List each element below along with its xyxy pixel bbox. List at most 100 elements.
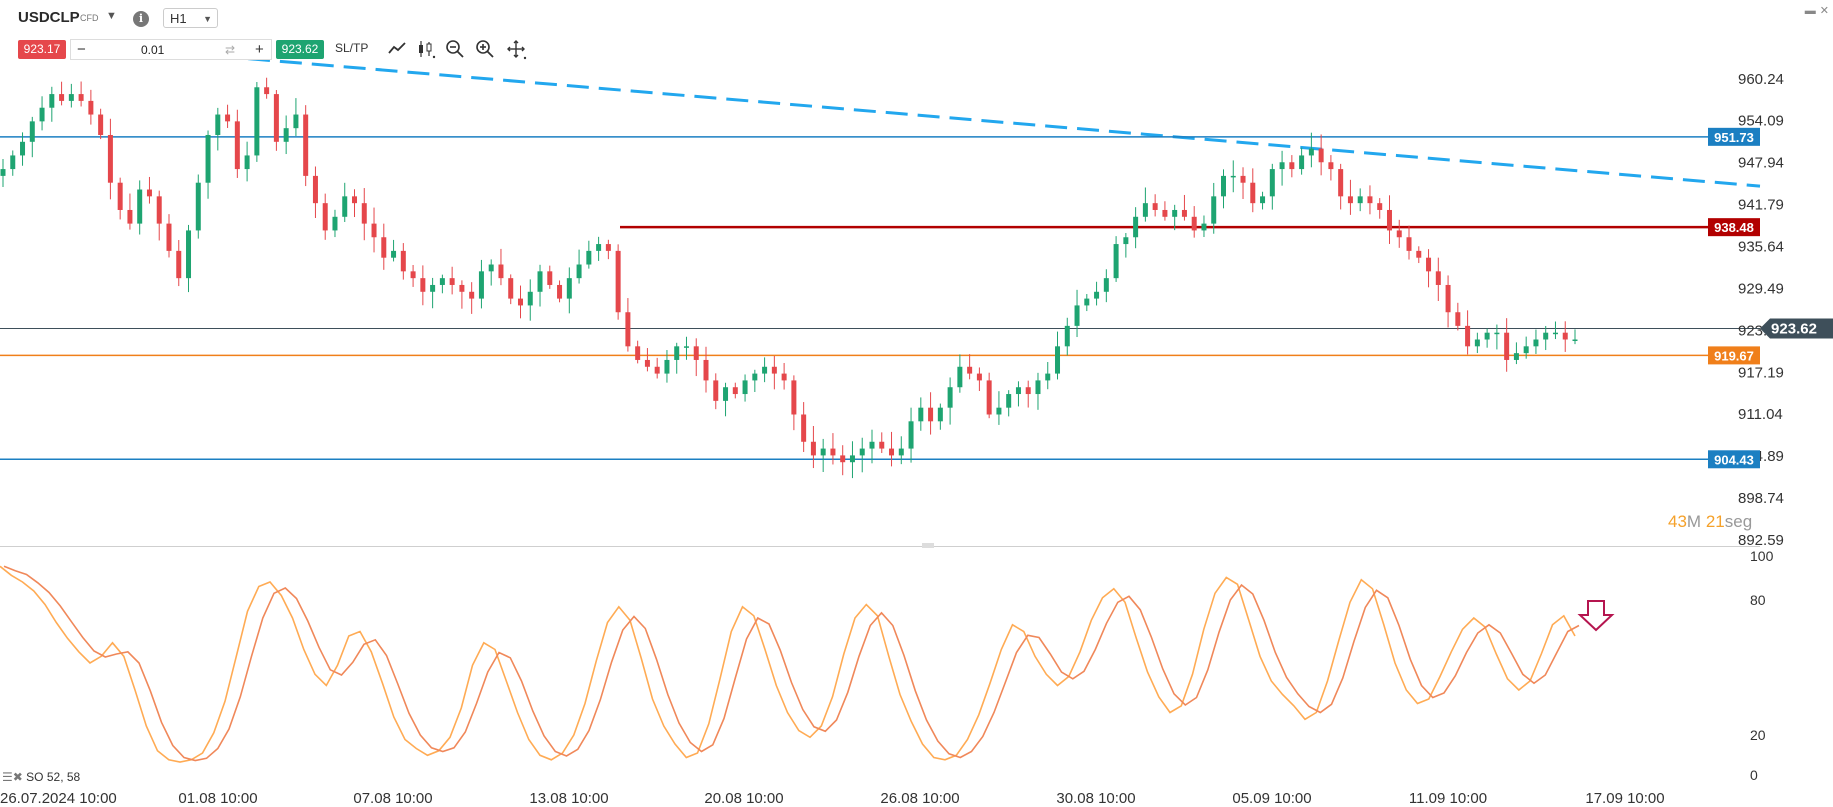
swap-icon[interactable]: ⇄ — [225, 43, 236, 57]
oscillator-level-label: 0 — [1750, 767, 1758, 783]
candle — [303, 105, 309, 187]
trendline-dashed[interactable] — [247, 57, 1761, 188]
y-tick-label: 941.79 — [1738, 197, 1784, 214]
zoom-out-icon[interactable] — [444, 38, 466, 60]
x-tick-label: 20.08 10:00 — [704, 790, 783, 807]
candle — [889, 431, 895, 467]
y-tick-label: 898.74 — [1738, 490, 1784, 507]
x-tick-label: 13.08 10:00 — [529, 790, 608, 807]
candle — [644, 348, 650, 372]
candle — [1386, 195, 1392, 244]
horizontal-levels — [0, 136, 1760, 461]
candle — [986, 372, 992, 419]
candle — [1220, 169, 1226, 209]
candle — [283, 115, 289, 155]
move-icon[interactable] — [505, 38, 527, 60]
candle — [1494, 324, 1500, 350]
candle — [410, 264, 416, 287]
line-chart-icon[interactable] — [386, 38, 408, 60]
candle — [78, 81, 84, 107]
x-tick-label: 26.08 10:00 — [880, 790, 959, 807]
candle — [918, 397, 924, 431]
candle — [1426, 249, 1432, 288]
settings-list-icon[interactable]: ☰ — [2, 770, 13, 784]
candle — [683, 336, 689, 360]
close-icon[interactable]: ✕ — [1819, 5, 1829, 17]
countdown-minutes: 43 — [1668, 512, 1687, 531]
candle — [0, 158, 6, 187]
candle — [1416, 246, 1422, 264]
level-price-label: 919.67 — [1714, 348, 1754, 363]
y-tick-label: 917.19 — [1738, 364, 1784, 381]
candle — [1474, 332, 1480, 354]
timeframe-select[interactable]: H1 ▼ — [163, 8, 218, 28]
candle — [1191, 206, 1197, 238]
candle — [703, 346, 709, 393]
candle — [1504, 318, 1510, 372]
candle — [1015, 381, 1021, 407]
window-controls: ▬ ✕ — [1801, 4, 1829, 17]
oscillator-axis-labels: 100 80 20 0 — [1750, 548, 1774, 783]
candle — [1230, 160, 1236, 193]
candle — [566, 267, 572, 314]
countdown-seconds-unit: seg — [1724, 512, 1753, 531]
candle — [732, 382, 738, 399]
candle — [1279, 150, 1285, 186]
candle — [557, 280, 563, 303]
candle — [996, 391, 1002, 425]
candle — [107, 118, 113, 200]
lot-decrease-button[interactable]: − — [77, 41, 86, 58]
candle — [205, 130, 211, 199]
candle — [98, 108, 104, 140]
candle — [1562, 321, 1568, 352]
candle — [1455, 302, 1461, 331]
zoom-in-icon[interactable] — [474, 38, 496, 60]
remove-indicator-icon[interactable]: ✖ — [12, 770, 23, 784]
candle — [586, 240, 592, 269]
candle — [1025, 380, 1031, 408]
oscillator-level-label: 100 — [1750, 548, 1774, 564]
lot-size-stepper[interactable]: − 0.01 ⇄ + — [70, 39, 272, 60]
candle — [146, 176, 152, 204]
candle — [1211, 182, 1217, 234]
candle — [928, 392, 934, 435]
x-tick-label: 17.09 10:00 — [1585, 790, 1664, 807]
symbol-name[interactable]: USDCLP — [18, 9, 80, 26]
lot-increase-button[interactable]: + — [255, 41, 264, 58]
candle — [1172, 204, 1178, 231]
level-price-tag — [1708, 218, 1760, 237]
sell-button[interactable]: 923.17 — [18, 40, 66, 59]
lot-size-value[interactable]: 0.01 — [141, 43, 165, 57]
candle — [879, 432, 885, 454]
candle — [176, 240, 182, 287]
candle — [820, 438, 826, 472]
candle — [1347, 179, 1353, 215]
info-icon[interactable]: i — [133, 11, 149, 27]
candle — [635, 340, 641, 364]
candle — [723, 382, 729, 417]
instrument-type: CFD — [80, 13, 99, 23]
candle — [967, 354, 973, 380]
candle — [908, 407, 914, 463]
x-tick-label: 01.08 10:00 — [178, 790, 257, 807]
candle — [371, 207, 377, 253]
candle — [1484, 328, 1490, 348]
pane-resize-handle[interactable] — [922, 543, 934, 548]
candles-icon[interactable] — [415, 38, 437, 60]
level-price-tag — [1708, 346, 1760, 365]
timeframe-value: H1 — [170, 11, 187, 26]
candle — [39, 96, 45, 131]
symbol-chevron-down-icon[interactable]: ▼ — [106, 10, 117, 22]
sltp-button[interactable]: SL/TP — [335, 41, 369, 55]
candle — [469, 282, 475, 314]
candle — [1084, 294, 1090, 312]
candle — [508, 274, 514, 305]
candle — [20, 132, 26, 166]
buy-button[interactable]: 923.62 — [276, 40, 324, 59]
candle — [1113, 236, 1119, 282]
candle — [156, 190, 162, 241]
minimize-icon[interactable]: ▬ — [1804, 5, 1816, 17]
trading-toolbar: USDCLP CFD ▼ i H1 ▼ 923.17 − 0.01 ⇄ + 92… — [0, 0, 600, 60]
countdown-minutes-unit: M — [1686, 512, 1702, 531]
